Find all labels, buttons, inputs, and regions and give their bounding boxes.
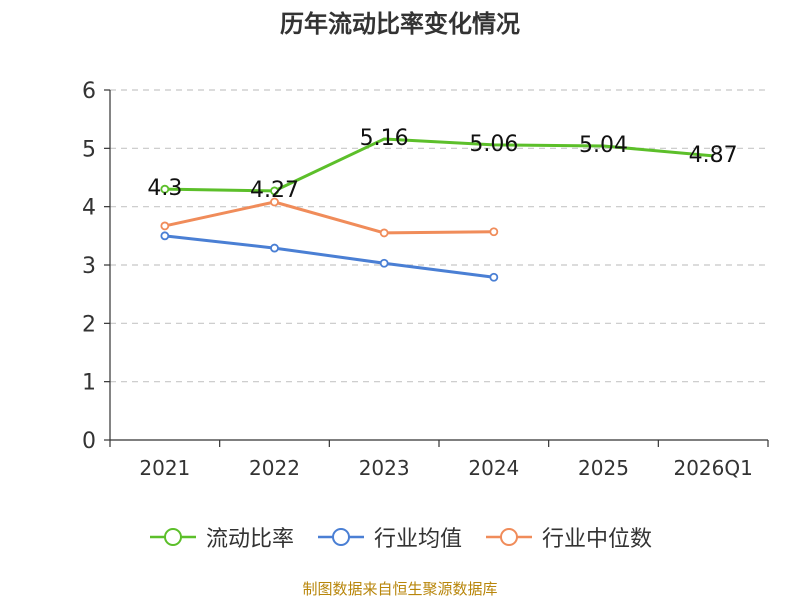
axes: 0 1 2 3 4 5 6 2021 2022 2023 2024 2025 2026Q1 bbox=[82, 79, 769, 480]
data-point bbox=[379, 228, 389, 238]
series-group bbox=[160, 137, 714, 282]
y-tick-label: 4 bbox=[82, 196, 96, 221]
x-tick-label: 2024 bbox=[468, 456, 519, 480]
y-tick-label: 1 bbox=[82, 371, 96, 396]
data-label: 4.87 bbox=[689, 143, 738, 168]
series-line-0 bbox=[164, 137, 714, 193]
y-tick-label: 3 bbox=[82, 254, 96, 279]
legend-marker-icon bbox=[317, 528, 364, 546]
data-point bbox=[160, 221, 170, 231]
y-tick-label: 6 bbox=[82, 79, 96, 104]
data-point bbox=[489, 272, 499, 282]
data-label: 5.04 bbox=[579, 133, 628, 158]
x-tick-label: 2026Q1 bbox=[673, 456, 752, 480]
data-point bbox=[270, 197, 279, 207]
x-tick-label: 2023 bbox=[359, 456, 410, 480]
legend-label: 流动比率 bbox=[205, 527, 294, 552]
legend-label: 行业均值 bbox=[373, 527, 462, 552]
legend-label: 行业中位数 bbox=[542, 527, 653, 552]
x-tick-label: 2021 bbox=[139, 456, 190, 480]
legend-item-industry-mean[interactable]: 行业均值 bbox=[316, 521, 462, 553]
data-labels: 4.3 4.27 5.16 5.06 5.04 4.87 bbox=[147, 126, 737, 203]
data-label: 4.3 bbox=[147, 176, 182, 201]
y-tick-label: 0 bbox=[82, 429, 96, 454]
x-tick-label: 2025 bbox=[578, 456, 629, 480]
data-point bbox=[160, 184, 170, 194]
data-point bbox=[270, 243, 279, 253]
data-point bbox=[160, 231, 170, 241]
legend-marker-icon bbox=[486, 528, 532, 546]
data-label: 5.16 bbox=[360, 126, 409, 151]
legend-marker-icon bbox=[149, 528, 196, 546]
y-tick-label: 5 bbox=[82, 137, 96, 162]
data-point bbox=[379, 258, 389, 268]
x-tick-label: 2022 bbox=[249, 456, 300, 480]
chart-title: 历年流动比率变化情况 bbox=[280, 10, 520, 38]
legend-item-current-ratio[interactable]: 流动比率 bbox=[148, 521, 294, 553]
source-note: 制图数据来自恒生聚源数据库 bbox=[302, 580, 498, 598]
y-tick-label: 2 bbox=[82, 312, 96, 337]
data-label: 5.06 bbox=[469, 132, 518, 157]
legend: 流动比率 行业均值 行业中位数 bbox=[0, 519, 800, 555]
data-label: 4.27 bbox=[250, 178, 299, 203]
data-point bbox=[270, 186, 279, 196]
series-line-1 bbox=[164, 234, 495, 279]
series-line-2 bbox=[164, 200, 494, 235]
data-point bbox=[489, 227, 499, 237]
grid-lines bbox=[110, 89, 768, 383]
legend-item-industry-median[interactable]: 行业中位数 bbox=[484, 521, 652, 553]
